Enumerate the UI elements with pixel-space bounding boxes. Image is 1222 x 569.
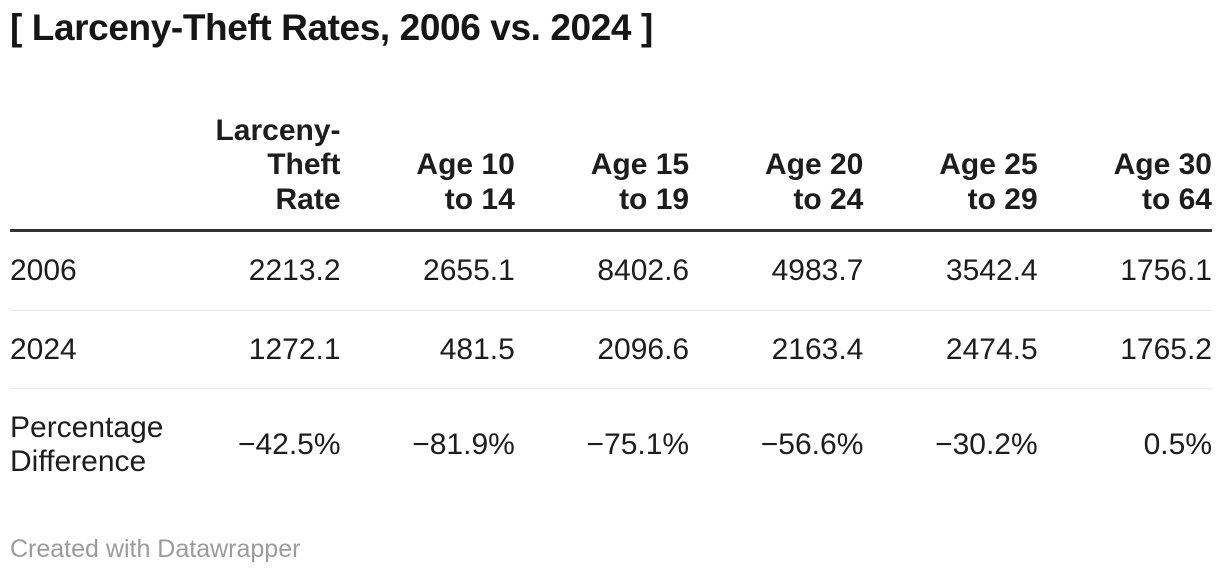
column-header-age-15-19: Age 15 to 19 [590, 148, 690, 216]
column-header-age-10-14: Age 10 to 14 [416, 148, 515, 216]
table-cell: 4983.7 [771, 254, 864, 288]
corner-cell [10, 114, 166, 231]
row-label-percentage-difference: Percentage Difference [10, 411, 164, 478]
table-cell: 2096.6 [597, 332, 690, 366]
table-cell: 3542.4 [945, 254, 1038, 288]
table-cell: −42.5% [237, 428, 341, 462]
table-cell: 0.5% [1143, 428, 1212, 462]
table-cell: 481.5 [439, 332, 515, 366]
table-cell: 1272.1 [248, 332, 341, 366]
page-title: [ Larceny-Theft Rates, 2006 vs. 2024 ] [10, 7, 653, 48]
column-header-age-25-29: Age 25 to 29 [939, 148, 1038, 216]
table-cell: 1765.2 [1120, 332, 1212, 366]
table-row-2006: 2006 2213.2 2655.1 8402.6 4983.7 3542.4 … [10, 231, 1212, 311]
table-row-percentage-difference: Percentage Difference −42.5% −81.9% −75.… [10, 389, 1212, 501]
table-cell: 8402.6 [597, 254, 690, 288]
column-header-age-30-64: Age 30 to 64 [1113, 148, 1212, 216]
datawrapper-credit-link[interactable]: Created with Datawrapper [10, 534, 301, 563]
row-label-2006: 2006 [10, 254, 77, 288]
header-row: Larceny- Theft Rate Age 10 to 14 Age 15 … [10, 114, 1212, 231]
table-cell: −81.9% [412, 428, 515, 462]
table-cell: −75.1% [586, 428, 690, 462]
table-cell: 2474.5 [945, 332, 1038, 366]
table-cell: −56.6% [760, 428, 864, 462]
table-cell: 2213.2 [248, 254, 341, 288]
row-label-2024: 2024 [10, 332, 77, 366]
data-table: Larceny- Theft Rate Age 10 to 14 Age 15 … [10, 114, 1212, 501]
column-header-larceny-theft-rate: Larceny- Theft Rate [215, 113, 341, 216]
column-header-age-20-24: Age 20 to 24 [764, 148, 864, 216]
table-cell: 2655.1 [423, 254, 515, 288]
table-cell: −30.2% [935, 428, 1038, 462]
table-cell: 1756.1 [1120, 254, 1212, 288]
table-row-2024: 2024 1272.1 481.5 2096.6 2163.4 2474.5 1… [10, 310, 1212, 389]
footer: Created with Datawrapper [10, 535, 1212, 564]
table-cell: 2163.4 [771, 332, 864, 366]
